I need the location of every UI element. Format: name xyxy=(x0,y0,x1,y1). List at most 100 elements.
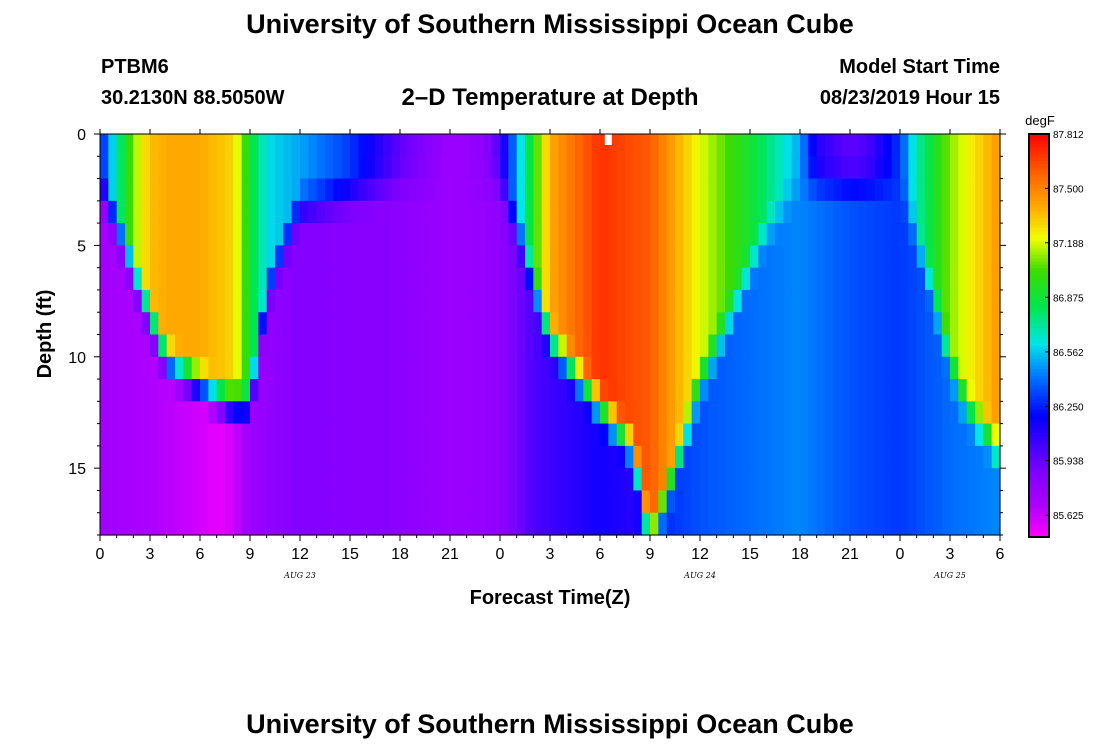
heatmap-cell xyxy=(375,178,384,202)
heatmap-cell xyxy=(300,490,309,514)
colorbar-tick-label: 86.875 xyxy=(1053,293,1084,304)
heatmap-cell xyxy=(941,156,951,180)
heatmap-cell xyxy=(441,379,451,402)
heatmap-cell xyxy=(600,267,609,291)
colorbar-segment xyxy=(1029,526,1049,531)
heatmap-cell xyxy=(300,200,309,224)
heatmap-cell xyxy=(508,134,518,157)
heatmap-cell xyxy=(616,445,626,469)
heatmap-cell xyxy=(208,267,218,291)
heatmap-cell xyxy=(100,245,109,269)
heatmap-cell xyxy=(275,423,284,447)
heatmap-cell xyxy=(950,267,959,291)
heatmap-cell xyxy=(316,334,326,358)
heatmap-cell xyxy=(858,200,868,224)
heatmap-cell xyxy=(833,289,843,313)
heatmap-cell xyxy=(516,379,526,402)
heatmap-cell xyxy=(716,512,726,536)
heatmap-cell xyxy=(508,223,518,246)
heatmap-cell xyxy=(208,200,218,224)
heatmap-cell xyxy=(666,267,676,291)
colorbar-segment xyxy=(1029,369,1049,374)
heatmap-cell xyxy=(616,134,626,157)
heatmap-cell xyxy=(866,379,876,402)
heatmap-cell xyxy=(875,289,884,313)
heatmap-cell xyxy=(325,423,334,447)
heatmap-cell xyxy=(325,156,334,180)
heatmap-cell xyxy=(891,423,901,447)
heatmap-cell xyxy=(150,423,159,447)
heatmap-cell xyxy=(641,401,651,425)
heatmap-cell xyxy=(316,468,326,492)
heatmap-cell xyxy=(241,445,251,469)
heatmap-cell xyxy=(908,468,918,492)
heatmap-cell xyxy=(375,223,384,246)
heatmap-cell xyxy=(550,356,559,380)
heatmap-cell xyxy=(916,289,926,313)
heatmap-cell xyxy=(900,178,909,202)
heatmap-cell xyxy=(866,423,876,447)
heatmap-cell xyxy=(158,223,168,246)
heatmap-cell xyxy=(500,134,509,157)
heatmap-cell xyxy=(916,312,926,336)
heatmap-cell xyxy=(975,423,984,447)
heatmap-cell xyxy=(691,267,701,291)
heatmap-cell xyxy=(816,200,826,224)
heatmap-cell xyxy=(475,401,484,425)
heatmap-cell xyxy=(233,134,243,157)
heatmap-cell xyxy=(791,512,801,536)
heatmap-cell xyxy=(391,401,401,425)
heatmap-cell xyxy=(775,312,784,336)
heatmap-cell xyxy=(683,245,693,269)
heatmap-cell xyxy=(333,356,343,380)
colorbar-segment xyxy=(1029,241,1049,246)
heatmap-cell xyxy=(633,468,643,492)
heatmap-cell xyxy=(666,356,676,380)
heatmap-cell xyxy=(675,445,684,469)
heatmap-cell xyxy=(141,200,151,224)
heatmap-cell xyxy=(941,512,951,536)
heatmap-cell xyxy=(708,512,718,536)
heatmap-cell xyxy=(708,312,718,336)
heatmap-cell xyxy=(891,356,901,380)
heatmap-cell xyxy=(100,312,109,336)
heatmap-cell xyxy=(408,512,418,536)
heatmap-cell xyxy=(283,468,293,492)
heatmap-cell xyxy=(666,289,676,313)
heatmap-cell xyxy=(466,334,476,358)
heatmap-cell xyxy=(300,379,309,402)
heatmap-cell xyxy=(200,289,209,313)
heatmap-cell xyxy=(600,490,609,514)
heatmap-cell xyxy=(233,512,243,536)
heatmap-cell xyxy=(158,178,168,202)
heatmap-cell xyxy=(575,401,584,425)
heatmap-cell xyxy=(408,334,418,358)
heatmap-cell xyxy=(166,445,176,469)
colorbar-segment xyxy=(1029,406,1049,410)
heatmap-cell xyxy=(541,245,551,269)
heatmap-cell xyxy=(725,445,734,469)
heatmap-cell xyxy=(716,312,726,336)
colorbar-segment xyxy=(1029,194,1049,199)
heatmap-cell xyxy=(658,512,668,536)
colorbar-segment xyxy=(1029,365,1049,370)
heatmap-cell xyxy=(658,289,668,313)
heatmap-cell xyxy=(408,490,418,514)
heatmap-cell xyxy=(200,379,209,402)
heatmap-cell xyxy=(150,178,159,202)
heatmap-cell xyxy=(208,468,218,492)
heatmap-cell xyxy=(966,200,976,224)
heatmap-cell xyxy=(800,223,809,246)
heatmap-cell xyxy=(958,468,968,492)
heatmap-cell xyxy=(733,267,743,291)
heatmap-cell xyxy=(466,134,476,157)
heatmap-cell xyxy=(666,200,676,224)
heatmap-cell xyxy=(400,468,409,492)
heatmap-cell xyxy=(425,200,434,224)
x-axis-label: Forecast Time(Z) xyxy=(470,587,631,609)
heatmap-cell xyxy=(250,356,259,380)
heatmap-cell xyxy=(125,356,134,380)
colorbar-segment xyxy=(1029,506,1049,511)
heatmap-cell xyxy=(458,312,468,336)
heatmap-cell xyxy=(883,312,893,336)
